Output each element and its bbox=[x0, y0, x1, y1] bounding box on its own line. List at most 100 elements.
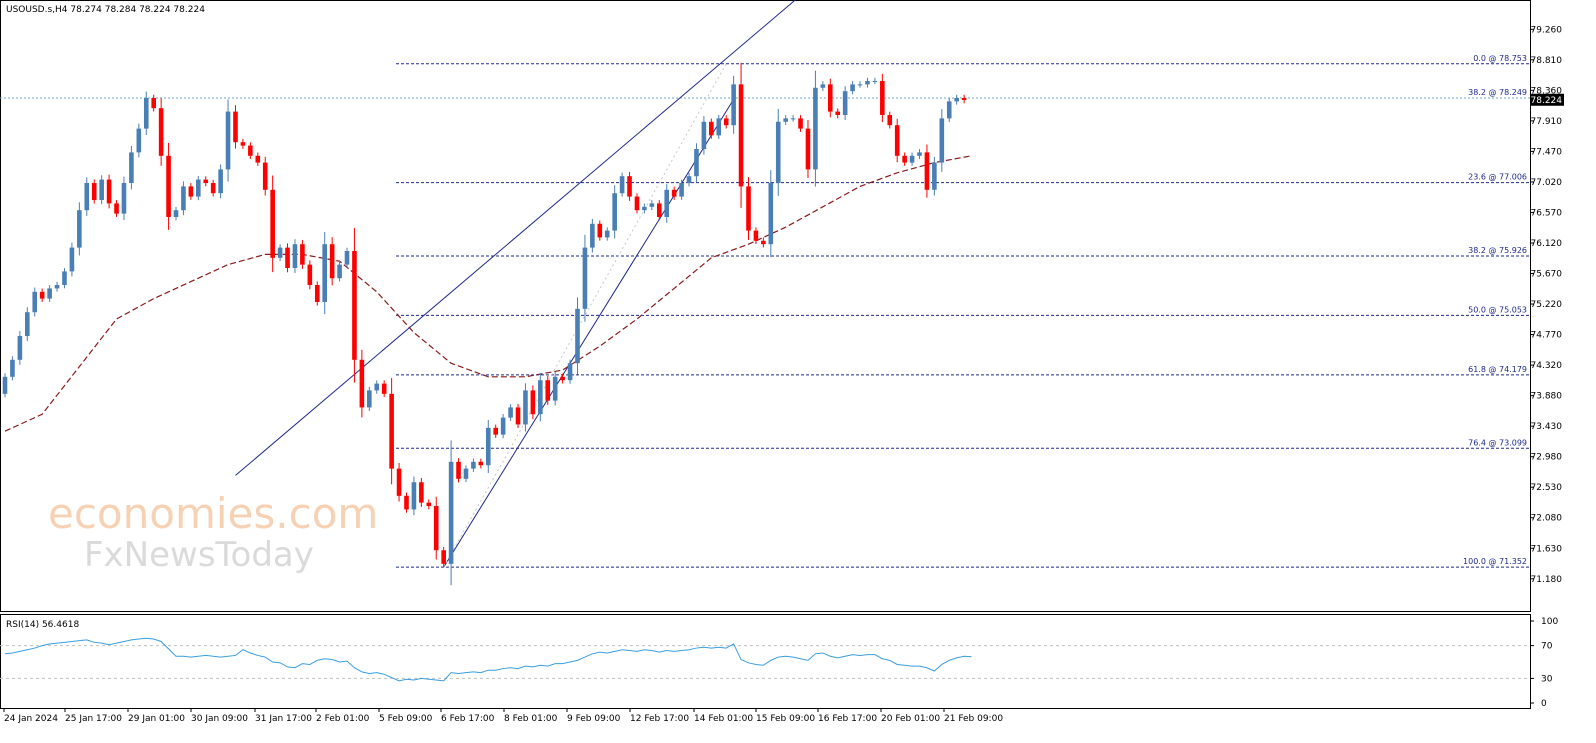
rsi-tick-label: 70 bbox=[1541, 642, 1553, 652]
candle bbox=[738, 62, 744, 208]
candle bbox=[880, 73, 885, 123]
candle bbox=[114, 200, 119, 217]
fib-label: 23.6 @ 77.006 bbox=[1468, 173, 1527, 182]
time-tick-label: 21 Feb 09:00 bbox=[944, 714, 1003, 724]
candle bbox=[857, 81, 863, 88]
candle bbox=[552, 371, 558, 406]
candle bbox=[850, 81, 855, 95]
fib-label: 61.8 @ 74.179 bbox=[1468, 365, 1527, 374]
price-tick-label: 79.260 bbox=[1531, 25, 1563, 35]
price-tick-label: 74.770 bbox=[1531, 331, 1563, 341]
candle bbox=[894, 118, 900, 163]
candle bbox=[827, 78, 833, 118]
candle bbox=[679, 179, 684, 200]
candle bbox=[404, 492, 409, 513]
candle bbox=[902, 152, 907, 166]
rsi-tick-label: 30 bbox=[1541, 674, 1553, 684]
candle bbox=[642, 203, 647, 214]
candle bbox=[411, 476, 417, 516]
main-panel-frame bbox=[0, 0, 1531, 612]
candle bbox=[143, 91, 149, 136]
candle bbox=[783, 115, 788, 126]
candle bbox=[560, 373, 565, 384]
candle bbox=[426, 499, 432, 510]
candle bbox=[634, 193, 640, 214]
price-tick-label: 75.220 bbox=[1531, 300, 1563, 310]
candle bbox=[218, 164, 223, 199]
candle bbox=[396, 462, 402, 502]
candle bbox=[367, 386, 372, 411]
candle bbox=[352, 228, 357, 383]
candle bbox=[99, 175, 104, 205]
time-tick-label: 14 Feb 01:00 bbox=[694, 714, 753, 724]
candle bbox=[961, 94, 967, 104]
candle bbox=[337, 261, 342, 282]
time-tick-label: 29 Jan 01:00 bbox=[128, 714, 185, 724]
candle bbox=[47, 285, 52, 302]
price-tick-label: 72.080 bbox=[1531, 514, 1563, 524]
fibonacci-levels: 0.0 @ 78.753 38.2 @ 78.249 23.6 @ 77.006 38… bbox=[0, 54, 1530, 568]
candle bbox=[84, 177, 90, 216]
price-tick-label: 77.020 bbox=[1531, 178, 1563, 188]
watermark-economies: economies.com bbox=[48, 489, 378, 538]
fib-label: 76.4 @ 73.099 bbox=[1468, 438, 1527, 447]
candle bbox=[203, 176, 209, 187]
price-tick-label: 76.120 bbox=[1531, 239, 1563, 249]
candle bbox=[753, 227, 759, 245]
price-tick-label: 72.980 bbox=[1531, 453, 1563, 463]
candle bbox=[329, 237, 335, 286]
channel-upper-line bbox=[235, 0, 797, 476]
candle bbox=[590, 218, 595, 253]
candle bbox=[664, 184, 670, 223]
time-tick-label: 20 Feb 01:00 bbox=[881, 714, 940, 724]
candle bbox=[694, 143, 699, 182]
time-tick-label: 5 Feb 09:00 bbox=[379, 714, 433, 724]
candle bbox=[307, 260, 313, 290]
candle bbox=[151, 94, 156, 112]
candle bbox=[813, 70, 818, 187]
candle bbox=[166, 142, 171, 230]
candle bbox=[225, 99, 231, 182]
time-tick-label: 12 Feb 17:00 bbox=[630, 714, 689, 724]
candle bbox=[32, 287, 38, 317]
fib-label: 0.0 @ 78.753 bbox=[1473, 54, 1527, 63]
candle bbox=[158, 98, 164, 166]
candle bbox=[530, 385, 536, 420]
candle bbox=[129, 145, 134, 190]
candle bbox=[485, 419, 491, 474]
price-channel bbox=[235, 0, 797, 568]
candle bbox=[538, 373, 543, 422]
time-tick-label: 15 Feb 09:00 bbox=[756, 714, 815, 724]
candle bbox=[768, 170, 774, 258]
candle bbox=[709, 118, 714, 139]
candle bbox=[627, 171, 632, 201]
candle bbox=[233, 105, 238, 149]
candle bbox=[463, 465, 469, 483]
candle bbox=[582, 234, 588, 322]
candle bbox=[54, 281, 60, 292]
candle bbox=[545, 375, 551, 405]
candle bbox=[106, 174, 112, 209]
candle bbox=[872, 77, 878, 85]
candle bbox=[419, 477, 424, 507]
price-axis: 79.260 78.810 78.360 77.910 77.470 77.020 76.5… bbox=[1530, 25, 1562, 585]
candle bbox=[389, 378, 394, 485]
candle bbox=[292, 239, 298, 274]
candle bbox=[210, 179, 216, 197]
candle bbox=[515, 403, 521, 428]
candle bbox=[381, 380, 387, 398]
candle bbox=[820, 81, 826, 92]
price-tick-label: 77.910 bbox=[1531, 117, 1563, 127]
candle bbox=[604, 227, 610, 241]
candle bbox=[277, 244, 283, 262]
candle bbox=[508, 404, 513, 421]
candle bbox=[441, 546, 446, 568]
price-tick-label: 75.670 bbox=[1531, 270, 1563, 280]
candle bbox=[865, 77, 870, 88]
fib-label: 100.0 @ 71.352 bbox=[1463, 557, 1527, 566]
candle bbox=[181, 181, 186, 216]
symbol-header: USOUSD.s,H4 78.274 78.284 78.224 78.224 bbox=[6, 5, 205, 15]
candle bbox=[567, 359, 573, 384]
candle bbox=[248, 142, 253, 160]
